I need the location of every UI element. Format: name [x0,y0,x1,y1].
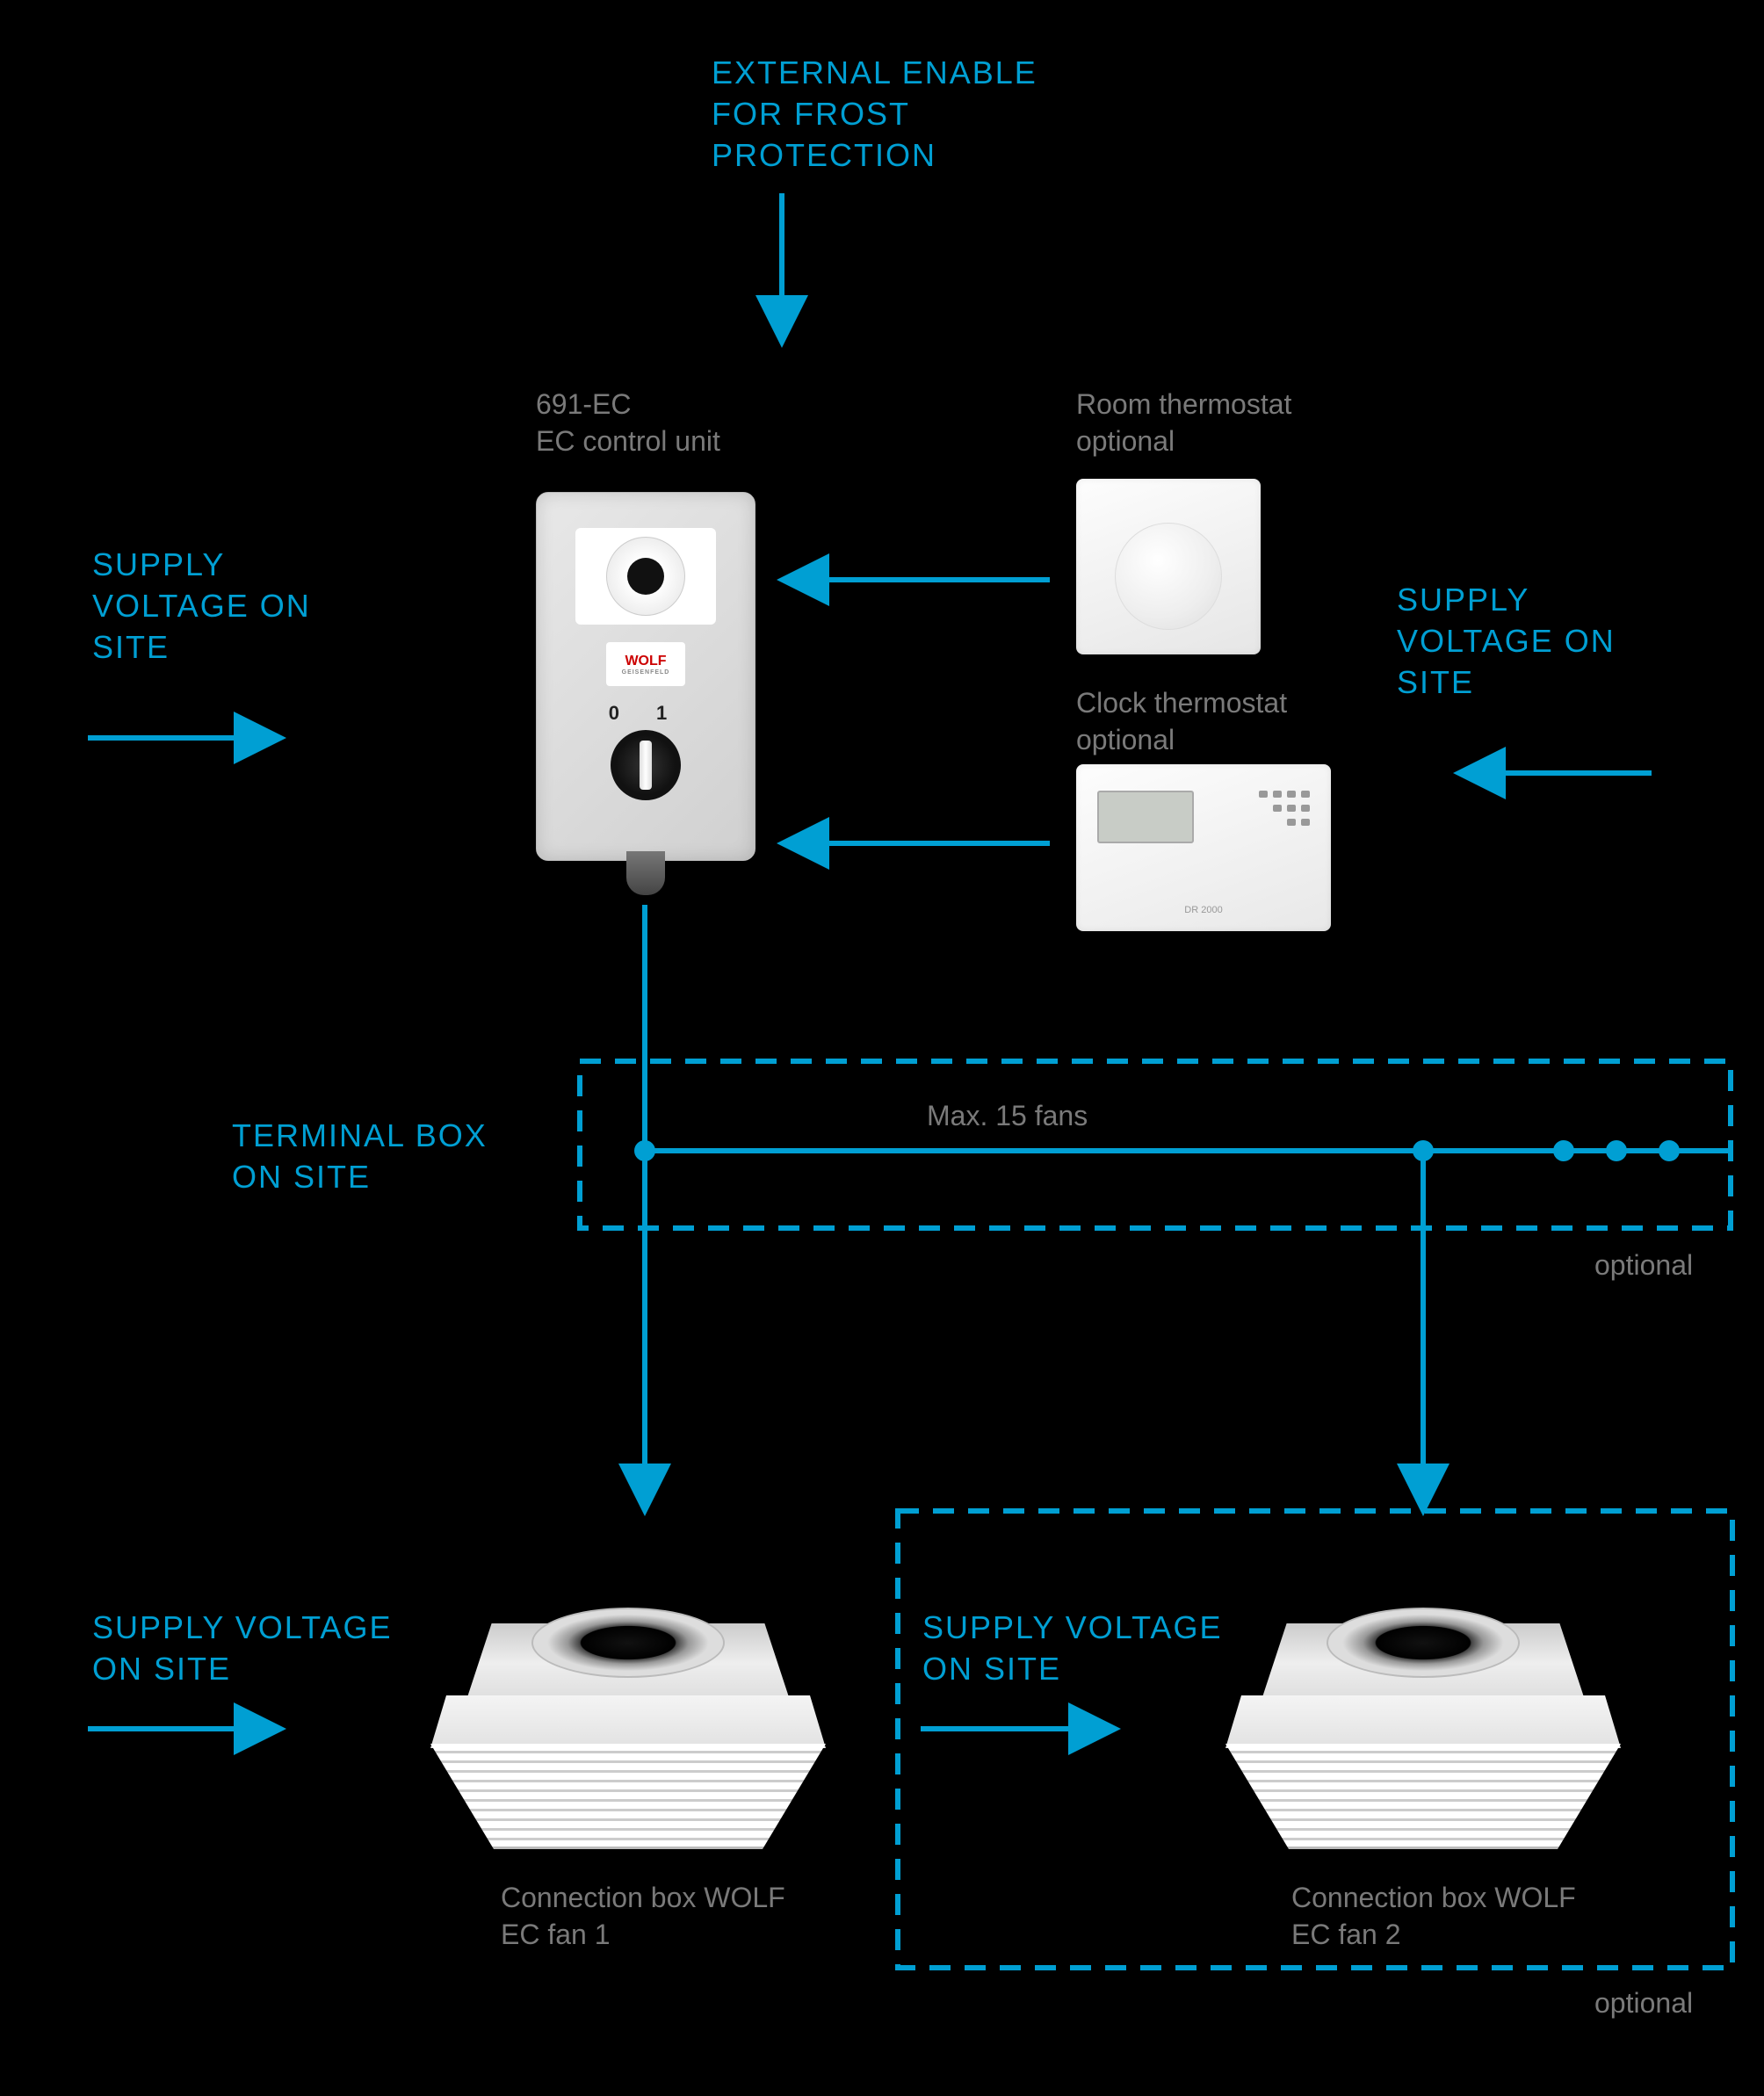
label-supply-voltage-left-bottom: SUPPLY VOLTAGE ON SITE [92,1608,392,1690]
control-dial-plate [575,528,716,625]
fan-body-mid [430,1695,826,1748]
fan-louvers [430,1744,826,1849]
fan-body-mid [1225,1695,1621,1748]
control-dial-icon [606,537,685,616]
label-optional-fan: optional [1594,1985,1693,2022]
fan-unit-1 [430,1608,826,1854]
label-clock-thermostat: Clock thermostat optional [1076,685,1287,758]
label-optional-terminal: optional [1594,1247,1693,1284]
label-supply-voltage-right-top: SUPPLY VOLTAGE ON SITE [1397,580,1616,703]
label-control-unit: 691-EC EC control unit [536,387,720,459]
label-room-thermostat: Room thermostat optional [1076,387,1291,459]
switch-labels: 0 1 [609,702,683,725]
thermostat-model: DR 2000 [1184,905,1222,915]
fan-ring-icon [531,1608,725,1678]
label-supply-voltage-left-top: SUPPLY VOLTAGE ON SITE [92,545,311,668]
label-fan2: Connection box WOLF EC fan 2 [1291,1880,1576,1953]
label-terminal-box: TERMINAL BOX ON SITE [232,1116,488,1198]
ec-control-unit: WOLF GEISENFELD 0 1 [536,492,755,861]
brand-subtitle: GEISENFELD [622,669,670,676]
clock-thermostat: DR 2000 [1076,764,1331,931]
room-thermostat [1076,479,1261,654]
fan-ring-icon [1327,1608,1520,1678]
label-max-fans: Max. 15 fans [927,1098,1088,1135]
wiring-diagram: EXTERNAL ENABLE FOR FROST PROTECTION SUP… [0,0,1764,2096]
cable-gland-icon [626,851,665,895]
label-supply-voltage-right-bottom: SUPPLY VOLTAGE ON SITE [922,1608,1222,1690]
lcd-icon [1097,791,1194,843]
control-brand-logo: WOLF GEISENFELD [606,642,685,686]
fan-louvers [1225,1744,1621,1849]
fan-unit-2 [1225,1608,1621,1854]
switch-knob-icon [611,730,681,800]
label-fan1: Connection box WOLF EC fan 1 [501,1880,785,1953]
control-switch: 0 1 [584,702,707,807]
brand-name: WOLF [625,654,666,669]
label-external-enable: EXTERNAL ENABLE FOR FROST PROTECTION [712,53,1037,176]
thermostat-buttons [1213,791,1310,826]
